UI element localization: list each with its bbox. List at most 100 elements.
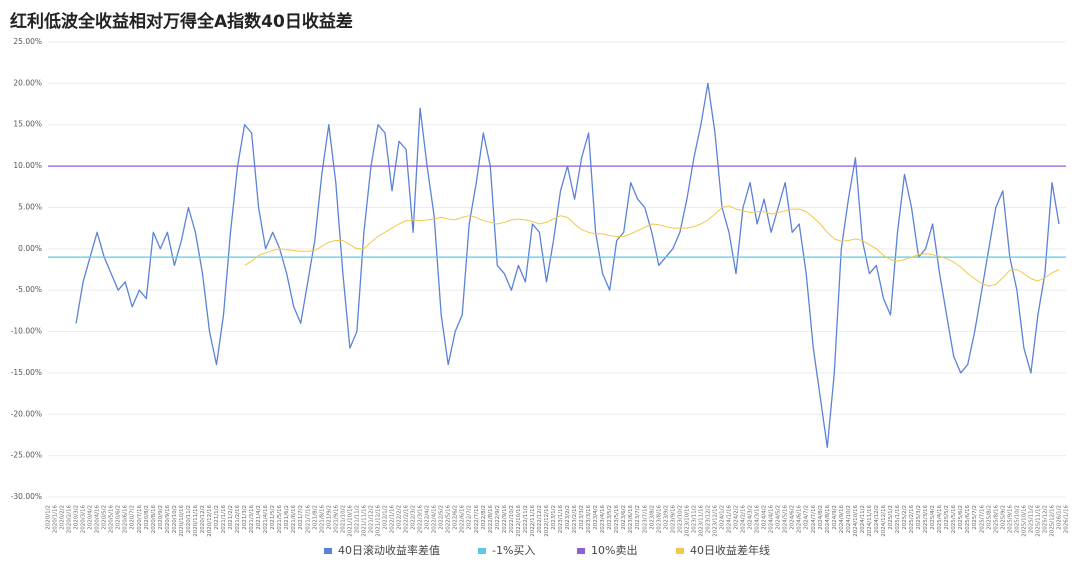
x-tick-label: 2025/12/2 (1042, 505, 1048, 533)
x-tick-label: 2022/11/16 (530, 505, 536, 537)
x-tick-label: 2020/10/2 (172, 505, 178, 533)
x-tick-label: 2022/2/2 (397, 505, 403, 530)
x-tick-label: 2020/1/2 (46, 505, 52, 530)
x-tick-label: 2022/1/2 (382, 505, 388, 530)
x-tick-label: 2024/12/2 (874, 505, 880, 533)
x-tick-label: 2021/2/2 (228, 505, 234, 530)
x-tick-label: 2022/8/16 (488, 505, 494, 534)
x-tick-label: 2023/8/16 (656, 505, 662, 534)
x-tick-label: 2025/4/2 (930, 505, 936, 530)
x-tick-label: 2024/7/16 (811, 505, 817, 534)
x-tick-label: 2022/11/2 (523, 505, 529, 533)
x-tick-label: 2020/12/2 (200, 505, 206, 533)
legend-swatch (577, 548, 585, 554)
x-tick-label: 2023/2/2 (565, 505, 571, 530)
x-tick-label: 2023/12/2 (705, 505, 711, 533)
x-tick-label: 2020/5/2 (102, 505, 108, 530)
x-tick-label: 2021/4/2 (256, 505, 262, 530)
x-tick-label: 2020/9/16 (165, 505, 171, 534)
x-tick-label: 2023/9/2 (663, 505, 669, 530)
x-tick-label: 2024/2/2 (734, 505, 740, 530)
x-tick-label: 2024/7/2 (804, 505, 810, 530)
x-tick-label: 2022/6/16 (460, 505, 466, 534)
x-tick-label: 2023/5/2 (607, 505, 613, 530)
x-tick-label: 2022/10/2 (509, 505, 515, 533)
x-tick-label: 2020/1/16 (53, 505, 59, 534)
x-tick-label: 2024/1/2 (719, 505, 725, 530)
x-tick-label: 2024/1/16 (727, 505, 733, 534)
x-tick-label: 2023/1/16 (558, 505, 564, 534)
y-tick-label: -10.00% (11, 327, 42, 336)
x-tick-label: 2022/4/2 (425, 505, 431, 530)
x-tick-label: 2022/9/16 (502, 505, 508, 534)
x-tick-label: 2020/7/2 (130, 505, 136, 530)
x-tick-label: 2021/2/16 (235, 505, 241, 534)
x-tick-label: 2020/12/16 (207, 505, 213, 537)
x-tick-label: 2021/8/2 (312, 505, 318, 530)
y-tick-label: -20.00% (11, 409, 42, 418)
legend-label: 40日收益差年线 (690, 543, 770, 557)
x-tick-label: 2022/7/16 (474, 505, 480, 534)
x-tick-label: 2022/6/2 (453, 505, 459, 530)
legend-swatch (324, 548, 332, 554)
series-line (244, 205, 1060, 287)
x-tick-label: 2023/4/2 (593, 505, 599, 530)
x-tick-label: 2020/2/16 (67, 505, 73, 534)
x-tick-label: 2023/9/16 (670, 505, 676, 534)
x-tick-label: 2022/4/16 (432, 505, 438, 534)
x-tick-label: 2021/12/2 (368, 505, 374, 533)
x-tick-label: 2022/12/2 (537, 505, 543, 533)
x-tick-label: 2023/7/16 (642, 505, 648, 534)
legend-label: -1%买入 (492, 544, 535, 557)
x-tick-label: 2024/4/16 (769, 505, 775, 534)
x-tick-label: 2024/3/2 (748, 505, 754, 530)
x-tick-label: 2021/3/2 (242, 505, 248, 530)
x-tick-label: 2023/11/16 (698, 505, 704, 537)
x-tick-label: 2023/10/2 (677, 505, 683, 533)
x-tick-label: 2024/6/16 (797, 505, 803, 534)
x-tick-label: 2025/10/2 (1014, 505, 1020, 533)
y-tick-label: 20.00% (13, 78, 42, 87)
x-tick-label: 2020/4/2 (88, 505, 94, 530)
x-tick-label: 2024/9/16 (839, 505, 845, 534)
x-tick-label: 2020/9/2 (158, 505, 164, 530)
x-tick-label: 2023/11/2 (691, 505, 697, 533)
x-tick-label: 2025/11/16 (1035, 505, 1041, 537)
x-tick-label: 2023/4/16 (600, 505, 606, 534)
x-tick-label: 2021/1/2 (214, 505, 220, 530)
x-tick-label: 2020/8/16 (151, 505, 157, 534)
x-tick-label: 2025/10/16 (1021, 505, 1027, 537)
x-tick-label: 2024/10/2 (846, 505, 852, 533)
x-tick-label: 2021/6/16 (291, 505, 297, 534)
x-tick-label: 2022/9/2 (495, 505, 501, 530)
y-tick-label: -30.00% (11, 492, 42, 501)
x-tick-label: 2024/8/2 (818, 505, 824, 530)
x-tick-label: 2022/7/2 (467, 505, 473, 530)
x-tick-label: 2023/10/16 (684, 505, 690, 537)
x-tick-label: 2021/10/2 (340, 505, 346, 533)
legend-swatch (478, 548, 486, 554)
x-tick-label: 2024/2/16 (741, 505, 747, 534)
y-tick-label: 15.00% (13, 120, 42, 129)
x-tick-label: 2021/6/2 (284, 505, 290, 530)
x-tick-label: 2025/7/2 (972, 505, 978, 530)
x-tick-label: 2021/5/16 (277, 505, 283, 534)
x-tick-label: 2024/12/16 (881, 505, 887, 537)
x-tick-label: 2022/8/2 (481, 505, 487, 530)
x-tick-label: 2025/6/2 (958, 505, 964, 530)
x-tick-label: 2022/1/16 (390, 505, 396, 534)
x-tick-label: 2022/10/16 (516, 505, 522, 537)
x-tick-label: 2024/9/2 (832, 505, 838, 530)
legend-swatch (676, 548, 684, 554)
x-tick-label: 2022/5/2 (439, 505, 445, 530)
y-tick-label: -5.00% (15, 285, 42, 294)
x-tick-label: 2021/1/16 (221, 505, 227, 534)
y-tick-label: -25.00% (11, 451, 42, 460)
x-tick-label: 2025/6/16 (965, 505, 971, 534)
x-tick-label: 2020/5/16 (109, 505, 115, 534)
x-tick-label: 2021/9/2 (326, 505, 332, 530)
y-tick-label: -15.00% (11, 368, 42, 377)
series-line (75, 82, 1060, 449)
x-tick-label: 2026/1/2 (1056, 505, 1062, 530)
